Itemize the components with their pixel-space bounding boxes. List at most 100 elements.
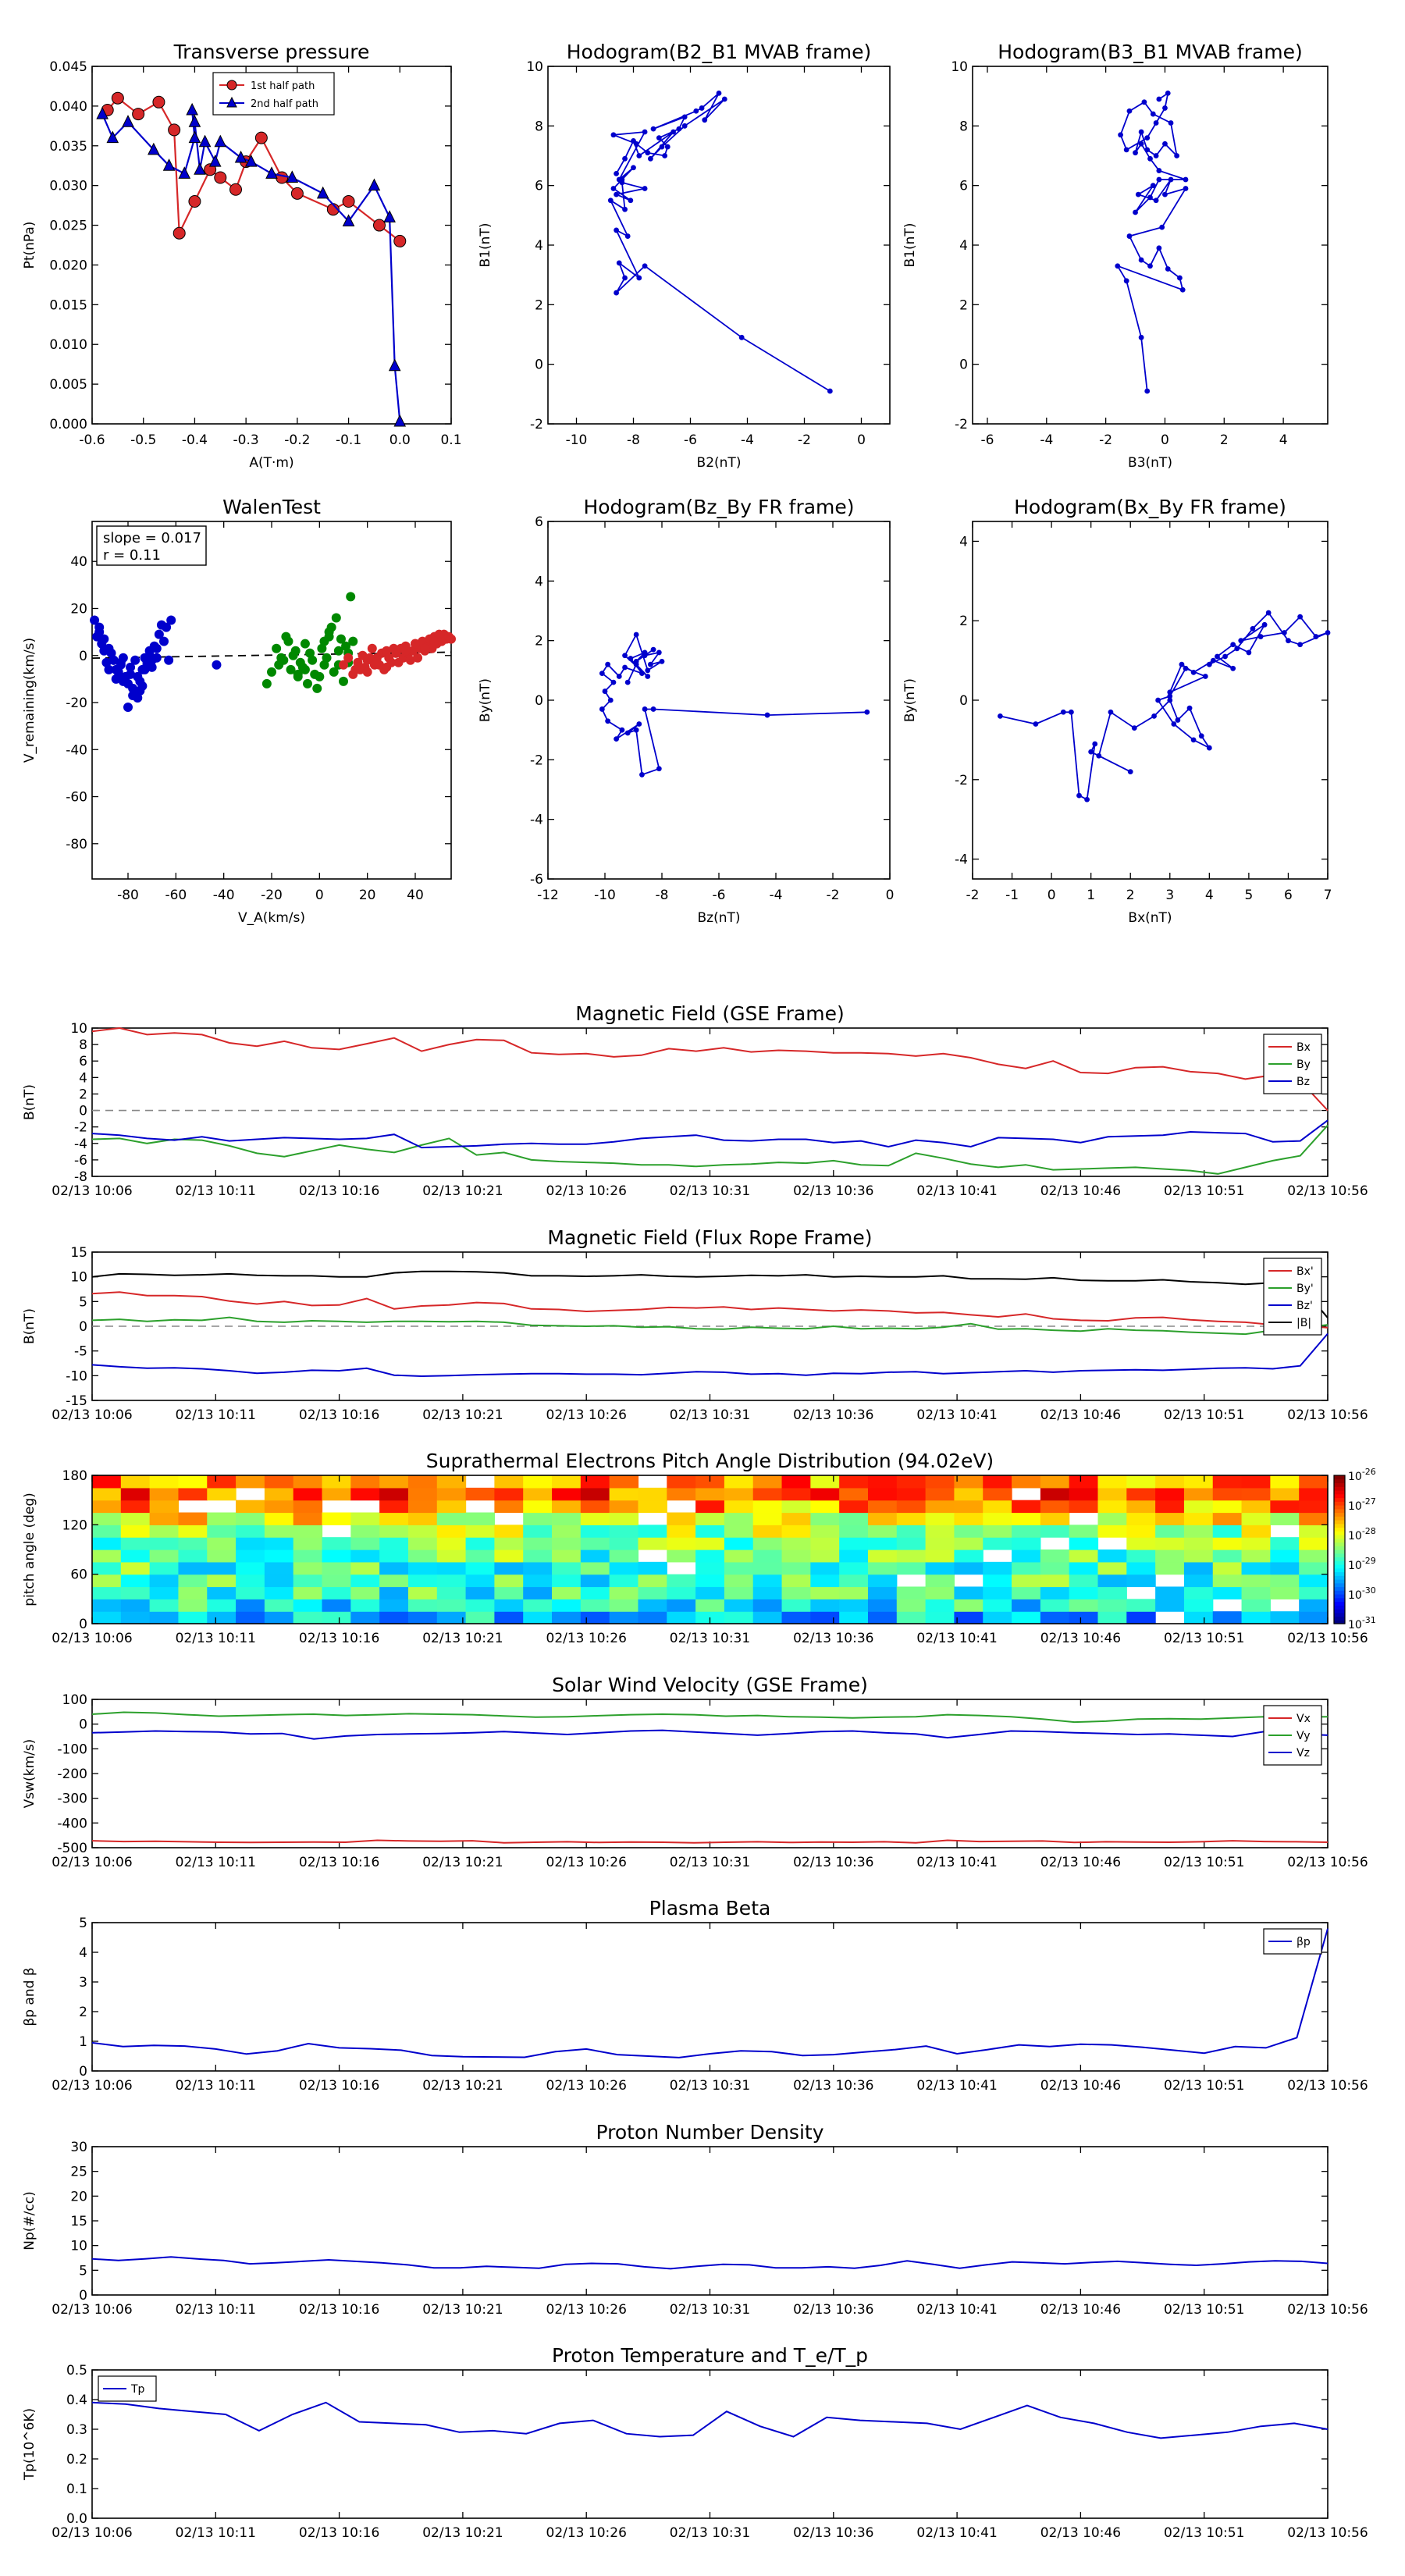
x-tick-label: 02/13 10:56: [1287, 1183, 1368, 1199]
x-tick-label: 02/13 10:36: [793, 1407, 873, 1423]
heatmap-cell: [609, 1586, 639, 1599]
x-tick-label: 02/13 10:51: [1164, 1183, 1244, 1199]
data-point: [738, 334, 745, 340]
x-tick-label: 02/13 10:31: [670, 1183, 750, 1199]
series-line: [91, 1291, 1329, 1329]
x-tick-label: -12: [537, 888, 559, 903]
data-point: [400, 646, 411, 656]
heatmap-cell: [407, 1500, 438, 1514]
heatmap-cell: [1212, 1512, 1243, 1525]
heatmap-cell: [207, 1487, 237, 1501]
data-point: [159, 636, 169, 646]
heatmap-cell: [407, 1599, 438, 1612]
data-point: [633, 661, 639, 667]
data-point: [1162, 105, 1168, 111]
heatmap-cell: [954, 1487, 984, 1501]
y-tick-label: 8: [959, 119, 968, 134]
heatmap-cell: [695, 1525, 725, 1538]
heatmap-cell: [1040, 1611, 1070, 1624]
heatmap-cell: [781, 1525, 811, 1538]
heatmap-cell: [350, 1512, 380, 1525]
heatmap-cell: [839, 1574, 869, 1588]
heatmap-cell: [293, 1512, 323, 1525]
heatmap-cell: [264, 1525, 294, 1538]
data-point: [616, 260, 622, 266]
heatmap-cell: [1270, 1487, 1300, 1501]
data-point: [393, 234, 407, 247]
y-tick-label: 5: [79, 2263, 87, 2279]
heatmap-cell: [207, 1611, 237, 1624]
heatmap-cell: [839, 1512, 869, 1525]
heatmap-cell: [1183, 1525, 1214, 1538]
data-point: [368, 178, 381, 191]
x-tick-label: -0.4: [182, 432, 208, 448]
x-axis-label: A(T·m): [249, 455, 293, 471]
x-tick-label: 02/13 10:21: [422, 2078, 503, 2094]
x-tick-label: -2: [827, 888, 840, 903]
data-point: [420, 643, 430, 653]
heatmap-cell: [1241, 1574, 1271, 1588]
heatmap-cell: [178, 1537, 208, 1550]
data-point: [1167, 697, 1173, 703]
y-tick-label: 0.010: [49, 337, 87, 353]
data-point: [413, 653, 423, 663]
heatmap-cell: [839, 1550, 869, 1563]
heatmap-cell: [1299, 1537, 1329, 1550]
heatmap-cell: [236, 1525, 265, 1538]
heatmap-cell: [149, 1487, 180, 1501]
heatmap-cell: [1212, 1611, 1243, 1624]
heatmap-cell: [983, 1537, 1012, 1550]
colorbar-segment: [1334, 1594, 1345, 1599]
x-tick-label: 02/13 10:16: [299, 1183, 379, 1199]
data-point: [1174, 153, 1180, 158]
data-point: [151, 643, 162, 653]
data-point: [610, 132, 617, 138]
data-point: [108, 655, 119, 665]
colorbar-segment: [1334, 1516, 1345, 1521]
data-point: [1126, 233, 1133, 239]
heatmap-cell: [407, 1537, 438, 1550]
heatmap-cell: [407, 1611, 438, 1624]
data-point: [1215, 653, 1220, 660]
heatmap-cell: [839, 1611, 869, 1624]
colorbar-frame: [1333, 1475, 1346, 1624]
colorbar-segment: [1334, 1482, 1345, 1487]
heatmap-cell: [752, 1500, 783, 1514]
x-tick-label: 5: [1244, 888, 1253, 903]
heatmap-cell: [1012, 1561, 1041, 1575]
plot-frame: [972, 66, 1329, 425]
heatmap-cell: [552, 1611, 582, 1624]
x-tick-label: 02/13 10:11: [176, 1855, 256, 1870]
y-tick-label: 2: [535, 634, 543, 649]
colorbar-segment: [1334, 1557, 1345, 1561]
series-line: [1115, 91, 1187, 392]
data-point: [104, 664, 114, 674]
data-point: [721, 96, 727, 102]
data-point: [329, 667, 339, 677]
heatmap-cell: [1241, 1550, 1271, 1563]
heatmap-cell: [954, 1500, 984, 1514]
heatmap-cell: [407, 1550, 438, 1563]
data-point: [1033, 721, 1039, 727]
heatmap-cell: [1097, 1525, 1127, 1538]
x-tick-label: 02/13 10:11: [176, 2302, 256, 2318]
data-point: [622, 155, 628, 162]
heatmap-cell: [1126, 1512, 1156, 1525]
heatmap-cell: [1069, 1500, 1099, 1514]
data-point: [388, 358, 401, 372]
heatmap-cell: [896, 1512, 927, 1525]
heatmap-cell: [1155, 1512, 1185, 1525]
heatmap-cell: [1069, 1599, 1099, 1612]
y-tick-label: 0.005: [49, 377, 87, 393]
x-tick-label: 0.0: [389, 432, 411, 448]
x-tick-label: -40: [213, 888, 235, 903]
colorbar-segment: [1334, 1612, 1345, 1617]
data-point: [1257, 634, 1264, 639]
data-point: [1144, 388, 1151, 394]
data-point: [1313, 634, 1319, 639]
x-tick-label: 02/13 10:56: [1287, 2078, 1368, 2094]
data-point: [1127, 769, 1133, 774]
heatmap-cell: [781, 1586, 811, 1599]
heatmap-cell: [92, 1574, 122, 1588]
data-point: [272, 643, 282, 653]
